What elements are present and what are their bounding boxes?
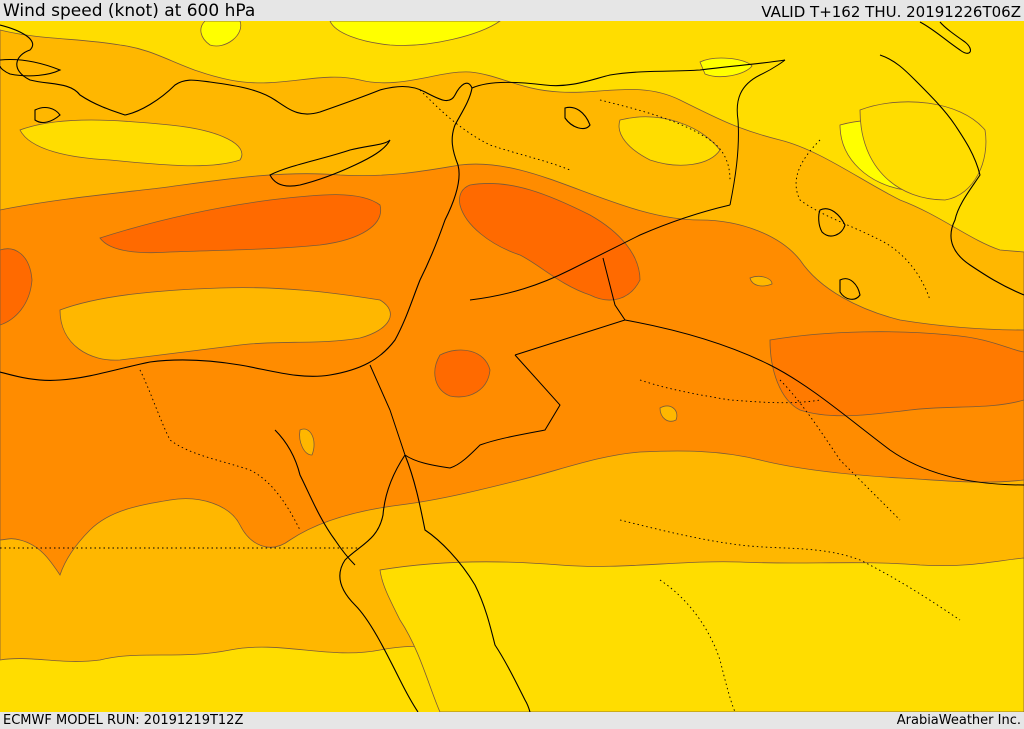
fill-strong-core — [99, 194, 382, 254]
valid-time-label: VALID T+162 THU. 20191226T06Z — [761, 3, 1021, 21]
dotted-border — [419, 89, 571, 171]
fill-strong-core — [459, 183, 641, 301]
internal-borders — [0, 89, 961, 712]
header-bar: Wind speed (knot) at 600 hPa VALID T+162… — [0, 0, 1024, 21]
coastline — [0, 58, 62, 77]
border — [729, 59, 786, 206]
coastline — [404, 454, 531, 712]
fill-high — [0, 163, 1024, 576]
dotted-border — [599, 99, 731, 181]
coastline — [34, 106, 61, 124]
coastline — [274, 429, 356, 566]
border — [369, 364, 406, 456]
chart-title: Wind speed (knot) at 600 hPa — [3, 1, 256, 21]
dotted-border — [659, 579, 736, 712]
fill-island-moderate — [59, 287, 391, 361]
dotted-border — [619, 519, 961, 621]
coastline — [564, 106, 591, 130]
border — [514, 257, 626, 356]
fill-patch-lowest — [200, 21, 242, 47]
fill-island-moderate — [299, 428, 315, 456]
fill-patch-lowest — [329, 21, 501, 46]
coastline — [879, 54, 1024, 296]
map-frame[interactable] — [0, 21, 1024, 712]
border — [404, 354, 561, 469]
fill-island-moderate — [749, 276, 773, 287]
coastline — [919, 21, 971, 54]
coastlines — [0, 21, 1024, 712]
border — [469, 204, 731, 301]
fill-strong-core — [769, 331, 1024, 417]
coastline — [818, 208, 846, 237]
coastline — [269, 139, 391, 187]
dotted-border — [779, 379, 901, 521]
fill-strong-core — [0, 248, 33, 326]
coastline — [339, 454, 419, 712]
political-borders — [369, 59, 1024, 486]
fill-hole-low — [859, 101, 987, 201]
coastline — [0, 24, 473, 381]
fill-hole-low — [618, 116, 721, 166]
coastline — [471, 59, 786, 89]
model-run-label: ECMWF MODEL RUN: 20191219T12Z — [3, 713, 244, 728]
fill-low-south — [379, 557, 1024, 712]
dotted-border — [639, 379, 821, 404]
border — [624, 319, 1024, 486]
credit-label: ArabiaWeather Inc. — [896, 713, 1021, 728]
footer-bar: ECMWF MODEL RUN: 20191219T12Z ArabiaWeat… — [0, 712, 1024, 729]
fill-hole-low — [19, 119, 243, 167]
wind-speed-map — [0, 21, 1024, 712]
fill-strong-core — [434, 349, 491, 398]
coastline — [839, 278, 861, 300]
fill-island-moderate — [659, 405, 678, 422]
